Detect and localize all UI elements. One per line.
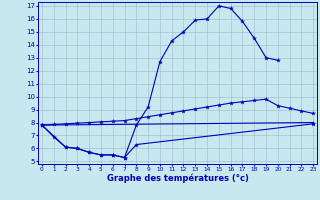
X-axis label: Graphe des températures (°c): Graphe des températures (°c) [107,174,249,183]
